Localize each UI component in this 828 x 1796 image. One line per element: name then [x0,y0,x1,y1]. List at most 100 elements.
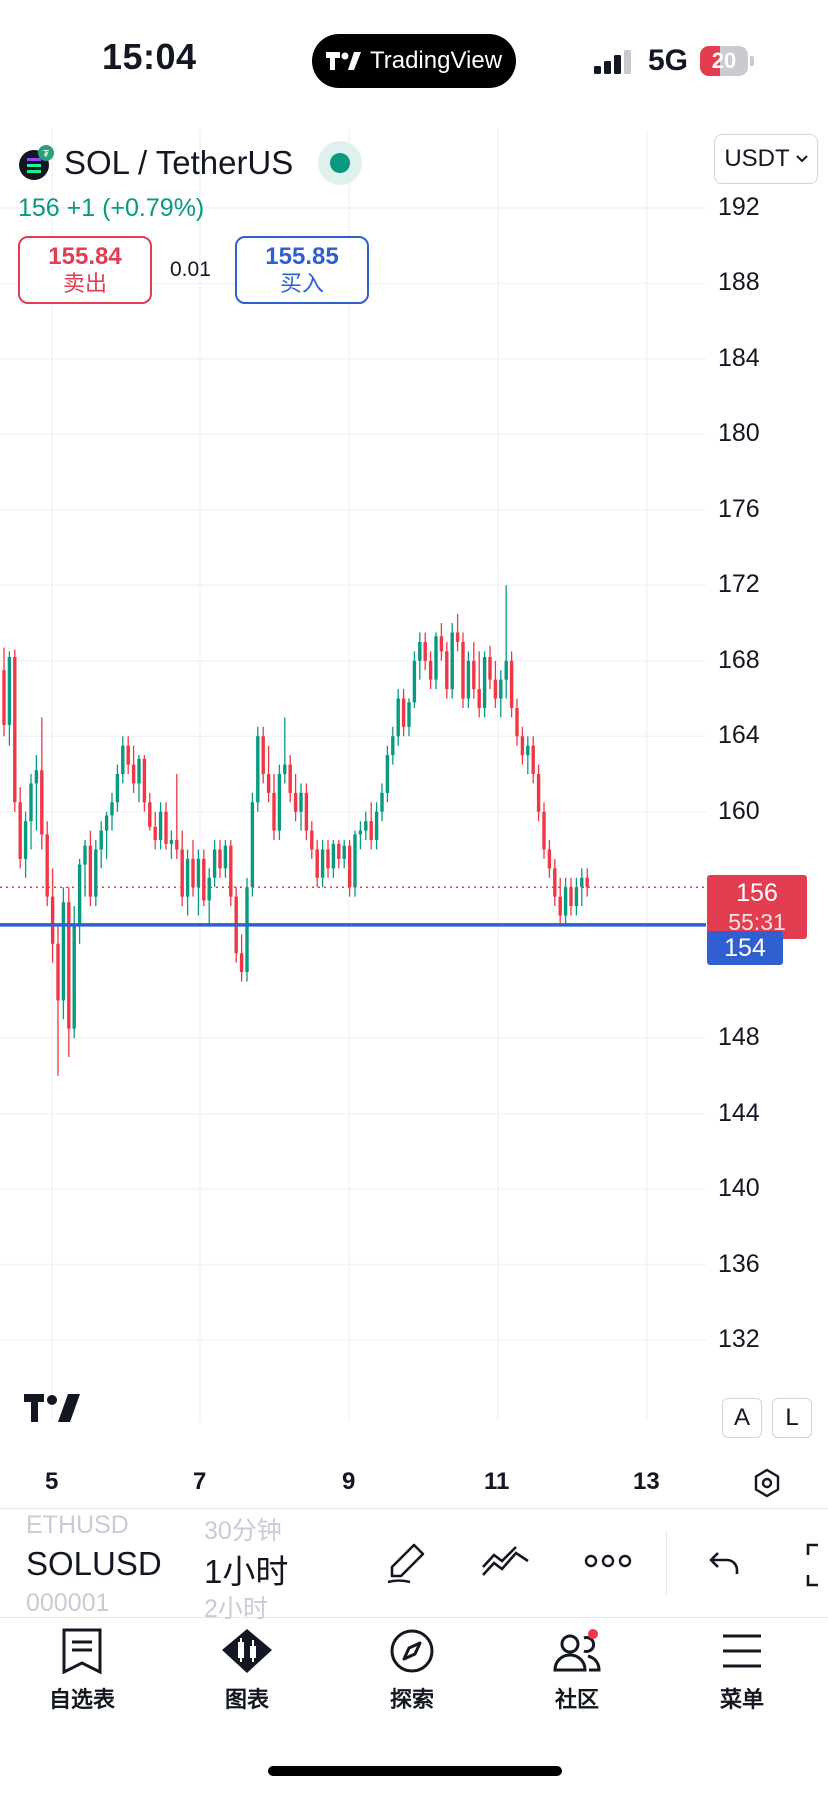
candle [245,877,249,982]
candle-body [207,877,211,901]
candle [104,811,109,859]
candle-body [553,868,557,897]
candle [250,792,255,897]
candle-body [331,843,336,869]
price-tick: 132 [718,1325,760,1353]
candle-body [180,849,184,897]
candle-body [434,636,438,680]
sell-button[interactable]: 155.84 卖出 [18,236,152,304]
nav-explore[interactable]: 探索 [352,1628,472,1714]
nav-chart[interactable]: 图表 [187,1628,307,1714]
battery-level: 20 [711,48,737,73]
toolbar-divider [666,1531,667,1595]
candle-body [261,736,265,774]
candle [472,641,476,699]
candle [153,811,157,850]
candle [331,840,336,878]
next-interval[interactable]: 2小时 [204,1595,268,1623]
candle [261,726,265,784]
nav-community[interactable]: 社区 [517,1628,637,1714]
log-scale-button[interactable]: L [772,1398,812,1438]
fullscreen-icon[interactable] [804,1543,828,1587]
level-line-tag: 154 [707,930,783,965]
chart-tab-icon [222,1629,272,1673]
nav-watchlist[interactable]: 自选表 [22,1628,142,1714]
candle-body [77,864,82,925]
candle-body [472,660,476,690]
price-tick: 144 [718,1098,760,1127]
candle-body [158,811,163,841]
symbol-title[interactable]: SOL / TetherUS [64,144,294,181]
candle-body [504,660,508,680]
price-tick: 176 [718,494,760,523]
candle [304,783,309,841]
candle [520,726,525,765]
bar-countdown: 55:31 [728,909,786,936]
candle [185,849,190,916]
app-pill-label: TradingView [369,47,503,74]
candle-body [88,845,93,897]
next-symbol[interactable]: 000001 [26,1589,110,1617]
undo-icon[interactable] [708,1549,742,1577]
tradingview-logo-icon [325,52,361,70]
candle [293,774,298,822]
candle-body [18,802,22,859]
price-chart[interactable] [0,0,828,1500]
buy-price: 155.85 [265,243,339,270]
candle-body [266,774,271,793]
candle-body [466,660,471,699]
candle-body [315,849,319,878]
chevron-down-icon [795,155,808,163]
candle-body [558,896,562,916]
candle-body [563,887,568,916]
nav-community-label: 社区 [554,1687,599,1712]
candle [45,821,49,907]
candle [358,821,363,850]
drawing-pen-icon[interactable] [384,1541,428,1585]
nav-menu[interactable]: 菜单 [682,1628,802,1714]
symbol-header[interactable]: ₮ SOL / TetherUS [18,140,363,186]
chart-settings-icon[interactable] [752,1468,782,1498]
candle [337,840,341,869]
candle-body [342,845,346,859]
date-tick: 7 [193,1468,207,1495]
price-change: 156 +1 (+0.79%) [18,194,205,222]
candle [223,840,228,878]
candle-body [256,736,260,803]
candle [40,717,44,850]
candle-body [445,651,449,690]
auto-scale-button[interactable]: A [722,1398,762,1438]
candle [67,887,71,1057]
candle [412,651,417,708]
candle [353,830,357,897]
indicators-icon[interactable] [480,1545,532,1581]
candle [61,887,66,1020]
candle-body [23,821,28,859]
candle-body [526,745,530,756]
candle-body [374,811,379,841]
nav-chart-label: 图表 [224,1687,269,1712]
nav-watchlist-label: 自选表 [48,1687,115,1712]
candle-body [50,896,55,944]
more-icon[interactable] [584,1553,632,1569]
currency-selector[interactable]: USDT [714,134,818,184]
candle-body [110,802,114,816]
app-pill[interactable]: TradingView [312,34,516,88]
price-tick: 148 [718,1023,760,1052]
buy-button[interactable]: 155.85 买入 [235,236,369,304]
currency-label: USDT [724,145,790,172]
candle [482,651,487,718]
prev-interval[interactable]: 30分钟 [204,1517,282,1545]
candle [2,647,6,737]
candle [7,651,12,746]
candle [585,868,589,897]
buy-label: 买入 [279,271,324,296]
candle-body [412,660,417,703]
prev-symbol[interactable]: ETHUSD [26,1511,129,1539]
candle [142,755,147,812]
interval-selector[interactable]: 1小时 [204,1553,289,1590]
candle [466,651,471,708]
symbol-selector[interactable]: SOLUSD [26,1545,162,1582]
candle [110,792,114,831]
candle [380,783,384,822]
